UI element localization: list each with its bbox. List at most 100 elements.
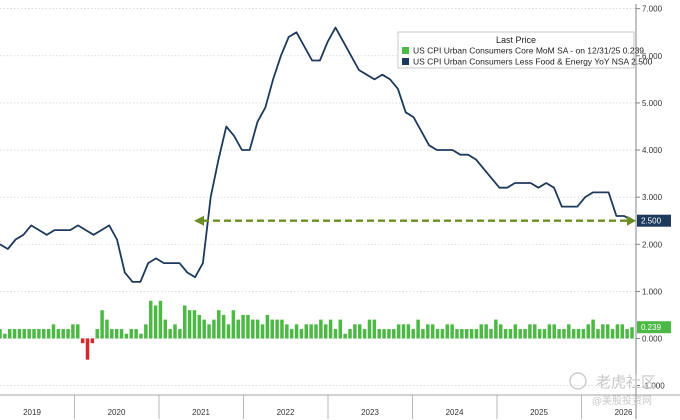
bar bbox=[144, 324, 148, 339]
bar bbox=[567, 324, 571, 339]
bar bbox=[163, 319, 168, 339]
bar bbox=[479, 324, 484, 339]
bar bbox=[440, 329, 445, 339]
bar bbox=[338, 319, 343, 339]
y-tick-label: 5.000 bbox=[642, 99, 663, 108]
bar bbox=[3, 333, 7, 339]
bar bbox=[7, 329, 12, 339]
bar bbox=[455, 329, 459, 339]
y-tick-label: 3.000 bbox=[642, 193, 663, 202]
bar bbox=[542, 329, 547, 339]
y-tick-label: 7.000 bbox=[642, 5, 663, 14]
bar bbox=[299, 329, 304, 339]
bar bbox=[153, 305, 158, 339]
bar bbox=[445, 324, 450, 339]
bar bbox=[56, 329, 61, 339]
bar bbox=[12, 329, 17, 339]
bar bbox=[95, 329, 99, 339]
bar bbox=[401, 324, 406, 339]
bar bbox=[197, 314, 202, 339]
bar bbox=[168, 329, 172, 339]
bar bbox=[533, 324, 537, 339]
bar bbox=[367, 319, 372, 339]
x-tick-label: 2019 bbox=[23, 408, 41, 417]
bar bbox=[411, 329, 415, 339]
bar bbox=[231, 310, 236, 339]
bar bbox=[46, 329, 51, 339]
bar bbox=[105, 319, 109, 339]
reference-arrowhead-left bbox=[194, 215, 204, 226]
bar bbox=[576, 329, 581, 339]
bar bbox=[596, 329, 600, 339]
axes bbox=[0, 4, 680, 419]
bar bbox=[591, 319, 595, 339]
bar bbox=[474, 329, 479, 339]
bar bbox=[348, 329, 352, 339]
bar bbox=[557, 329, 561, 339]
watermark: 老虎社区 @美股投资网 bbox=[569, 372, 656, 407]
bar bbox=[226, 324, 231, 339]
last-value-tags: 2.500 0.239 bbox=[637, 214, 671, 334]
bar bbox=[134, 329, 138, 339]
bar bbox=[17, 329, 22, 339]
watermark-brand: 老虎社区 bbox=[596, 373, 656, 391]
bar bbox=[236, 319, 240, 339]
y-axis-labels: 7.000 6.000 5.000 4.000 3.000 2.000 1.000 0.000… bbox=[642, 5, 665, 391]
x-tick-label: 2026 bbox=[615, 408, 633, 417]
bar bbox=[66, 329, 70, 339]
bar bbox=[90, 338, 95, 344]
x-tick-label: 2021 bbox=[192, 408, 210, 417]
x-tick-label: 2023 bbox=[361, 408, 379, 417]
bar bbox=[601, 324, 605, 339]
y-tick-label: -1.000 bbox=[642, 382, 665, 391]
bar bbox=[265, 314, 270, 339]
bar bbox=[489, 329, 493, 339]
bar bbox=[323, 324, 328, 339]
line-last-tag: 2.500 bbox=[641, 217, 662, 226]
legend-box bbox=[397, 31, 635, 69]
bar bbox=[460, 329, 464, 339]
yoy-line bbox=[0, 26, 633, 283]
bar bbox=[469, 329, 474, 339]
bar bbox=[251, 319, 255, 339]
bar bbox=[37, 329, 41, 339]
bar bbox=[518, 329, 522, 339]
bar bbox=[508, 329, 513, 339]
bar bbox=[182, 305, 187, 339]
bar bbox=[76, 324, 80, 339]
bar bbox=[285, 324, 289, 339]
bar bbox=[246, 314, 250, 339]
x-tick-label: 2020 bbox=[108, 408, 126, 417]
bar bbox=[605, 324, 610, 339]
bar bbox=[537, 329, 542, 339]
bar bbox=[42, 329, 46, 339]
bar bbox=[280, 319, 284, 339]
bar bbox=[562, 329, 566, 339]
bar bbox=[148, 300, 153, 339]
bar bbox=[586, 324, 590, 339]
bar bbox=[212, 319, 216, 339]
bar bbox=[207, 324, 211, 339]
bar bbox=[513, 324, 518, 339]
bar bbox=[523, 329, 527, 339]
bar bbox=[270, 319, 274, 339]
bar bbox=[421, 329, 425, 339]
bar bbox=[343, 333, 347, 339]
x-tick-label: 2025 bbox=[530, 408, 548, 417]
x-tick-label: 2022 bbox=[277, 408, 295, 417]
bar bbox=[503, 329, 508, 339]
bar bbox=[435, 329, 440, 339]
bar bbox=[139, 333, 143, 339]
bar bbox=[32, 329, 36, 339]
bar bbox=[372, 319, 377, 339]
bar bbox=[27, 329, 31, 339]
watermark-handle: @美股投资网 bbox=[592, 394, 652, 407]
bar bbox=[571, 329, 576, 339]
bar bbox=[221, 314, 226, 339]
bar bbox=[187, 310, 192, 339]
bar bbox=[625, 329, 629, 339]
bar bbox=[85, 338, 90, 360]
bar bbox=[552, 324, 556, 339]
legend-swatch-line bbox=[402, 58, 409, 65]
bar bbox=[260, 324, 265, 339]
